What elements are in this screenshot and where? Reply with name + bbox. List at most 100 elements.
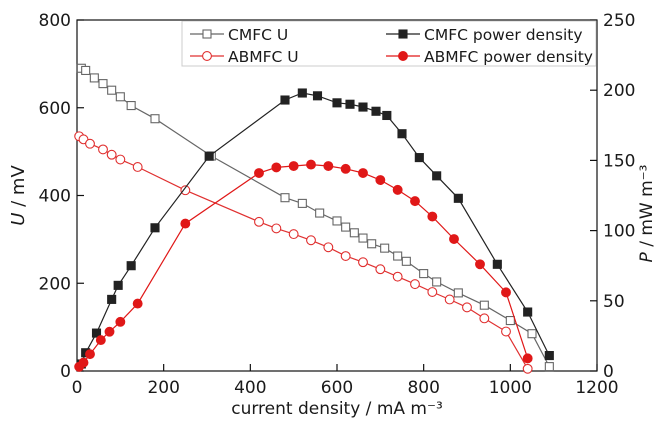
data-point xyxy=(349,228,359,238)
data-point xyxy=(393,251,403,261)
data-point xyxy=(501,326,511,337)
legend-marker xyxy=(202,51,212,61)
data-point xyxy=(297,198,307,208)
x-tick-label: 1000 xyxy=(489,378,532,398)
data-point xyxy=(501,287,511,298)
data-point xyxy=(492,259,502,269)
data-point xyxy=(358,257,368,268)
y-left-axis-unit: / mV xyxy=(8,165,29,213)
data-point xyxy=(341,222,351,232)
data-point xyxy=(401,256,411,266)
data-point xyxy=(150,114,160,124)
x-tick-label: 800 xyxy=(407,378,439,398)
y-left-tick-label: 200 xyxy=(39,274,71,294)
data-point xyxy=(367,239,377,249)
data-point xyxy=(522,353,533,364)
y-right-axis-variable: P xyxy=(637,251,657,262)
data-point xyxy=(323,242,334,253)
data-point xyxy=(288,229,299,240)
data-point xyxy=(427,287,438,297)
data-point xyxy=(382,110,392,121)
data-point xyxy=(78,357,89,368)
data-point xyxy=(91,328,102,338)
data-point xyxy=(312,91,323,101)
data-point xyxy=(449,234,459,244)
data-point xyxy=(505,315,515,326)
data-point xyxy=(453,193,463,203)
series-line xyxy=(78,135,529,370)
y-right-tick-label: 0 xyxy=(603,362,614,382)
series-2 xyxy=(76,88,554,369)
data-point xyxy=(397,129,407,139)
data-point xyxy=(323,161,334,171)
data-point xyxy=(95,335,106,346)
y-left-axis-label: U / mV xyxy=(8,165,29,226)
data-point xyxy=(107,294,117,304)
y-right-axis-label: P / mW m⁻³ xyxy=(637,165,657,263)
data-point xyxy=(332,216,342,226)
y-right-tick-label: 150 xyxy=(603,151,635,171)
data-point xyxy=(479,313,490,324)
data-point xyxy=(427,211,438,222)
data-point xyxy=(126,101,136,111)
y-left-axis-variable: U xyxy=(8,213,29,226)
data-point xyxy=(104,326,115,337)
legend-entry-2: CMFC power density xyxy=(386,26,583,44)
data-point xyxy=(288,161,299,171)
data-point xyxy=(107,85,117,95)
data-point xyxy=(345,99,355,109)
data-point xyxy=(527,329,537,339)
y-left-tick-label: 0 xyxy=(60,362,71,382)
data-point xyxy=(150,223,160,233)
data-point xyxy=(453,288,463,298)
data-point xyxy=(132,162,143,172)
data-point xyxy=(306,159,316,170)
data-point xyxy=(432,171,442,181)
series-0 xyxy=(76,63,554,372)
data-point xyxy=(332,98,342,108)
data-point xyxy=(392,184,403,195)
legend-marker xyxy=(202,29,212,39)
data-point xyxy=(132,298,143,309)
data-point xyxy=(410,279,420,290)
legend-label: ABMFC U xyxy=(228,48,299,66)
series-1 xyxy=(74,131,533,374)
data-point xyxy=(479,300,489,310)
data-point xyxy=(315,208,325,218)
data-point xyxy=(126,261,136,271)
legend-marker xyxy=(398,51,408,61)
y-left-tick-label: 600 xyxy=(39,99,71,119)
data-point xyxy=(115,316,126,327)
y-right-tick-label: 250 xyxy=(603,11,635,31)
data-point xyxy=(414,153,424,163)
data-point xyxy=(180,185,191,196)
x-tick-label: 0 xyxy=(72,378,83,398)
data-point xyxy=(98,79,108,89)
data-point xyxy=(444,294,455,305)
data-point xyxy=(358,233,368,243)
data-point xyxy=(115,154,126,165)
plot-frame xyxy=(76,19,598,372)
data-point xyxy=(375,264,386,275)
data-point xyxy=(271,162,282,173)
data-point xyxy=(280,193,290,203)
data-point xyxy=(544,351,554,361)
data-point xyxy=(544,362,554,372)
y-right-tick-label: 100 xyxy=(603,222,635,242)
data-point xyxy=(85,138,95,149)
x-tick-label: 1200 xyxy=(575,378,618,398)
legend-entry-0: CMFC U xyxy=(190,26,288,44)
data-point xyxy=(475,259,485,270)
data-point xyxy=(410,196,420,207)
data-point xyxy=(271,223,282,234)
series-3 xyxy=(74,159,533,372)
y-left-tick-label: 400 xyxy=(39,187,71,207)
y-right-tick-label: 50 xyxy=(603,292,625,312)
x-tick-label: 600 xyxy=(321,378,353,398)
x-tick-label: 400 xyxy=(234,378,266,398)
x-tick-label: 200 xyxy=(147,378,179,398)
data-point xyxy=(340,163,351,174)
data-point xyxy=(306,235,316,246)
data-point xyxy=(98,144,108,155)
data-point xyxy=(392,271,403,282)
